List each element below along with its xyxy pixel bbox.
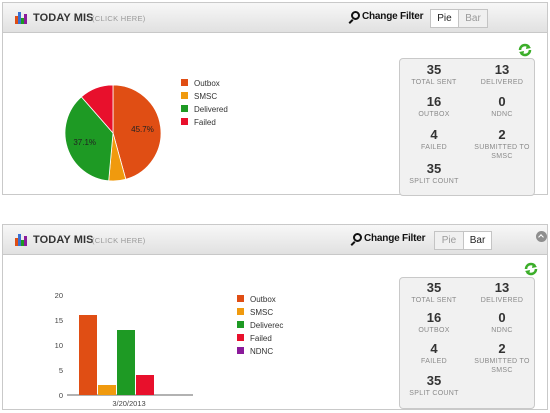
- bar-deliverec: [117, 330, 135, 395]
- y-tick-label: 0: [59, 391, 63, 400]
- bar-smsc: [98, 385, 116, 395]
- legend-swatch: [181, 79, 188, 86]
- legend-item-failed: Failed: [237, 334, 283, 347]
- stat-outbox: 16 OUTBOX: [418, 310, 450, 335]
- pie-slice-failed: [80, 84, 114, 135]
- pie-chart: 45.7% 37.1%: [64, 84, 162, 182]
- stat-failed: 4 FAILED: [421, 341, 447, 366]
- y-tick-label: 15: [55, 316, 63, 325]
- stat-ndnc: 0 NDNC: [491, 310, 513, 335]
- legend-item-failed: Failed: [181, 118, 228, 131]
- stat-failed: 4 FAILED: [421, 127, 447, 152]
- change-filter-label: Change Filter: [364, 233, 426, 244]
- legend-item-delivered: Deliverec: [237, 321, 283, 334]
- click-here-link[interactable]: (CLICK HERE): [92, 236, 146, 245]
- legend-swatch: [181, 92, 188, 99]
- search-icon: [353, 233, 362, 242]
- stat-split-count: 35 SPLIT COUNT: [409, 373, 459, 398]
- stat-delivered: 13 DELIVERED: [480, 62, 524, 87]
- stat-outbox: 16 OUTBOX: [418, 94, 450, 119]
- legend-swatch: [237, 308, 244, 315]
- collapse-icon[interactable]: [536, 231, 547, 242]
- stat-submitted-to-smsc: 2 SUBMITTED TO SMSC: [474, 127, 530, 161]
- change-filter-button[interactable]: Change Filter: [353, 233, 425, 244]
- y-tick-label: 10: [55, 341, 63, 350]
- stat-ndnc: 0 NDNC: [491, 94, 513, 119]
- tab-bar[interactable]: Bar: [463, 232, 491, 249]
- legend-item-outbox: Outbox: [181, 79, 228, 92]
- bar-failed: [136, 375, 154, 395]
- x-tick-label: 3/20/2013: [112, 399, 145, 408]
- stat-submitted-to-smsc: 2 SUBMITTED TO SMSC: [474, 341, 530, 375]
- change-filter-label: Change Filter: [362, 11, 424, 22]
- click-here-link[interactable]: (CLICK HERE): [92, 14, 146, 23]
- panel-title: TODAY MIS: [33, 234, 94, 246]
- change-filter-button[interactable]: Change Filter: [351, 11, 423, 22]
- panel-header: TODAY MIS (CLICK HERE) Change Filter Pie…: [3, 225, 547, 255]
- pie-slice-delivered: [64, 96, 114, 182]
- chart-type-tabs: Pie Bar: [430, 9, 488, 28]
- stat-total-sent: 35 TOTAL SENT: [411, 280, 457, 305]
- refresh-icon[interactable]: [518, 43, 532, 57]
- stat-split-count: 35 SPLIT COUNT: [409, 161, 459, 186]
- tab-pie[interactable]: Pie: [441, 235, 457, 246]
- legend-swatch: [237, 347, 244, 354]
- pie-slice-outbox: [112, 84, 162, 180]
- legend-item-smsc: SMSC: [237, 308, 283, 321]
- bar-chart-icon: [15, 12, 29, 24]
- y-tick-label: 5: [59, 366, 63, 375]
- mis-panel-bar: TODAY MIS (CLICK HERE) Change Filter Pie…: [2, 224, 548, 410]
- legend-item-ndnc: NDNC: [237, 347, 283, 360]
- legend-item-smsc: SMSC: [181, 92, 228, 105]
- stat-total-sent: 35 TOTAL SENT: [411, 62, 457, 87]
- bar-chart: 0 5 10 15 20 3/20/2013: [55, 291, 193, 408]
- stats-box: 35 TOTAL SENT 13 DELIVERED 16 OUTBOX 0 NDNC …: [399, 58, 535, 196]
- stat-delivered: 13 DELIVERED: [480, 280, 524, 305]
- panel-header: TODAY MIS (CLICK HERE) Change Filter Pie…: [3, 3, 547, 33]
- pie-data-label: 37.1%: [73, 138, 96, 147]
- legend-item-outbox: Outbox: [237, 295, 283, 308]
- refresh-icon[interactable]: [524, 262, 538, 276]
- legend-item-delivered: Delivered: [181, 105, 228, 118]
- pie-legend: Outbox SMSC Delivered Failed: [181, 79, 228, 131]
- legend-swatch: [237, 321, 244, 328]
- legend-swatch: [181, 118, 188, 125]
- bar-chart-icon: [15, 234, 29, 246]
- tab-bar[interactable]: Bar: [465, 13, 481, 24]
- tab-pie[interactable]: Pie: [431, 10, 459, 27]
- legend-swatch: [237, 295, 244, 302]
- bar-legend: Outbox SMSC Deliverec Failed NDNC: [237, 295, 283, 360]
- chart-type-tabs: Pie Bar: [434, 231, 492, 250]
- bar-outbox: [79, 315, 97, 395]
- y-tick-label: 20: [55, 291, 63, 300]
- mis-panel-pie: TODAY MIS (CLICK HERE) Change Filter Pie…: [2, 2, 548, 196]
- panel-title: TODAY MIS: [33, 12, 94, 24]
- pie-data-label: 45.7%: [131, 125, 154, 134]
- legend-swatch: [237, 334, 244, 341]
- search-icon: [351, 11, 360, 20]
- stats-box: 35 TOTAL SENT 13 DELIVERED 16 OUTBOX 0 NDNC …: [399, 277, 535, 409]
- legend-swatch: [181, 105, 188, 112]
